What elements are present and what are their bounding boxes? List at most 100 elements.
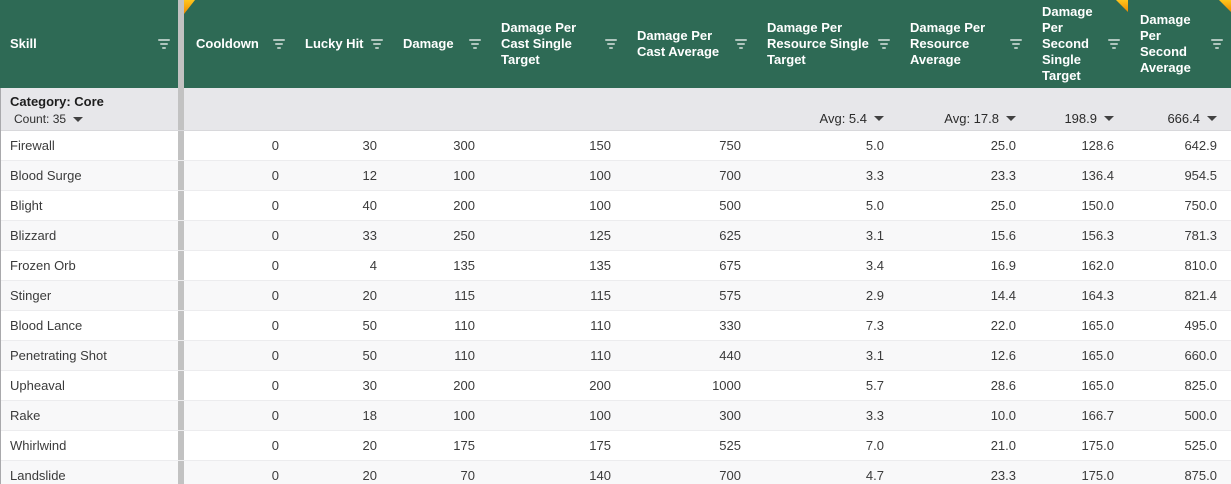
cell-lucky_hit[interactable]: 40 bbox=[362, 198, 377, 213]
cell-lucky_hit[interactable]: 20 bbox=[362, 438, 377, 453]
cell-dpr_avg[interactable]: 16.9 bbox=[990, 258, 1016, 273]
cell-dpc_single[interactable]: 200 bbox=[589, 378, 611, 393]
group-aggregate-dpr_avg[interactable]: Avg: 17.8 bbox=[898, 88, 1030, 130]
cell-dps_avg[interactable]: 500.0 bbox=[1184, 408, 1217, 423]
cell-dpr_avg[interactable]: 21.0 bbox=[990, 438, 1016, 453]
cell-dpc_single[interactable]: 125 bbox=[589, 228, 611, 243]
cell-dps_avg[interactable]: 825.0 bbox=[1184, 378, 1217, 393]
cell-cooldown[interactable]: 0 bbox=[271, 468, 279, 483]
cell-dps_avg[interactable]: 875.0 bbox=[1184, 468, 1217, 483]
column-header-lucky_hit[interactable]: Lucky Hit bbox=[293, 0, 391, 88]
pinned-column-separator[interactable] bbox=[178, 311, 184, 340]
column-header-skill[interactable]: Skill bbox=[0, 0, 178, 88]
cell-dps_single[interactable]: 128.6 bbox=[1081, 138, 1114, 153]
cell-dpr_single[interactable]: 5.7 bbox=[865, 378, 884, 393]
filter-icon[interactable] bbox=[1108, 39, 1120, 49]
cell-dpr_avg[interactable]: 14.4 bbox=[990, 288, 1016, 303]
cell-skill[interactable]: Blood Surge bbox=[10, 168, 82, 183]
cell-dpc_single[interactable]: 150 bbox=[589, 138, 611, 153]
cell-damage[interactable]: 250 bbox=[453, 228, 475, 243]
cell-dpc_single[interactable]: 115 bbox=[590, 288, 611, 303]
filter-icon[interactable] bbox=[158, 39, 170, 49]
cell-dpr_single[interactable]: 3.1 bbox=[865, 228, 884, 243]
cell-dpc_avg[interactable]: 575 bbox=[719, 288, 741, 303]
cell-dps_avg[interactable]: 810.0 bbox=[1184, 258, 1217, 273]
cell-lucky_hit[interactable]: 4 bbox=[369, 258, 377, 273]
cell-lucky_hit[interactable]: 20 bbox=[362, 468, 377, 483]
cell-dps_single[interactable]: 165.0 bbox=[1081, 348, 1114, 363]
cell-dpc_single[interactable]: 140 bbox=[589, 468, 611, 483]
cell-lucky_hit[interactable]: 33 bbox=[362, 228, 377, 243]
filter-icon[interactable] bbox=[1211, 39, 1223, 49]
group-cell-category[interactable]: Category: Core Count: 35 bbox=[0, 88, 178, 130]
cell-cooldown[interactable]: 0 bbox=[271, 258, 279, 273]
cell-dps_single[interactable]: 150.0 bbox=[1081, 198, 1114, 213]
cell-lucky_hit[interactable]: 50 bbox=[362, 318, 377, 333]
cell-dps_avg[interactable]: 660.0 bbox=[1184, 348, 1217, 363]
cell-damage[interactable]: 115 bbox=[454, 288, 475, 303]
cell-dpr_avg[interactable]: 15.6 bbox=[990, 228, 1016, 243]
pinned-column-separator[interactable] bbox=[178, 371, 184, 400]
cell-dpr_single[interactable]: 2.9 bbox=[865, 288, 884, 303]
pinned-column-separator[interactable] bbox=[178, 251, 184, 280]
filter-icon[interactable] bbox=[735, 39, 747, 49]
column-header-dpr_single[interactable]: Damage Per Resource Single Target bbox=[755, 0, 898, 88]
cell-dps_single[interactable]: 165.0 bbox=[1081, 318, 1114, 333]
cell-lucky_hit[interactable]: 12 bbox=[362, 168, 377, 183]
cell-damage[interactable]: 110 bbox=[454, 318, 475, 333]
pinned-column-separator[interactable] bbox=[178, 281, 184, 310]
cell-damage[interactable]: 100 bbox=[453, 408, 475, 423]
cell-dps_avg[interactable]: 821.4 bbox=[1184, 288, 1217, 303]
cell-dps_avg[interactable]: 954.5 bbox=[1184, 168, 1217, 183]
pinned-column-separator[interactable] bbox=[178, 161, 184, 190]
cell-cooldown[interactable]: 0 bbox=[271, 348, 279, 363]
cell-cooldown[interactable]: 0 bbox=[271, 408, 279, 423]
filter-icon[interactable] bbox=[605, 39, 617, 49]
cell-dpc_single[interactable]: 100 bbox=[589, 408, 611, 423]
filter-icon[interactable] bbox=[1010, 39, 1022, 49]
cell-skill[interactable]: Rake bbox=[10, 408, 41, 423]
group-aggregate-dps_single[interactable]: 198.9 bbox=[1030, 88, 1128, 130]
cell-dpr_avg[interactable]: 22.0 bbox=[990, 318, 1016, 333]
cell-skill[interactable]: Stinger bbox=[10, 288, 52, 303]
pinned-column-separator[interactable] bbox=[178, 191, 184, 220]
cell-skill[interactable]: Frozen Orb bbox=[10, 258, 76, 273]
cell-damage[interactable]: 200 bbox=[453, 378, 475, 393]
cell-dpc_single[interactable]: 175 bbox=[589, 438, 611, 453]
cell-damage[interactable]: 135 bbox=[453, 258, 475, 273]
cell-lucky_hit[interactable]: 50 bbox=[362, 348, 377, 363]
cell-dpc_avg[interactable]: 750 bbox=[719, 138, 741, 153]
cell-dpr_avg[interactable]: 10.0 bbox=[990, 408, 1016, 423]
cell-skill[interactable]: Whirlwind bbox=[10, 438, 67, 453]
cell-damage[interactable]: 70 bbox=[460, 468, 475, 483]
pinned-column-separator[interactable] bbox=[178, 221, 184, 250]
filter-icon[interactable] bbox=[469, 39, 481, 49]
cell-dpc_avg[interactable]: 525 bbox=[719, 438, 741, 453]
filter-icon[interactable] bbox=[878, 39, 890, 49]
pinned-column-separator[interactable] bbox=[178, 461, 184, 484]
cell-cooldown[interactable]: 0 bbox=[271, 378, 279, 393]
group-count-dropdown[interactable]: Count: 35 bbox=[14, 112, 84, 126]
cell-dpr_avg[interactable]: 28.6 bbox=[990, 378, 1016, 393]
pinned-column-separator[interactable] bbox=[178, 431, 184, 460]
pinned-column-separator[interactable] bbox=[178, 341, 184, 370]
cell-dpr_avg[interactable]: 25.0 bbox=[990, 138, 1016, 153]
column-header-dpr_avg[interactable]: Damage Per Resource Average bbox=[898, 0, 1030, 88]
cell-cooldown[interactable]: 0 bbox=[271, 198, 279, 213]
group-aggregate-dpr_single[interactable]: Avg: 5.4 bbox=[755, 88, 898, 130]
cell-dps_single[interactable]: 166.7 bbox=[1081, 408, 1114, 423]
cell-damage[interactable]: 175 bbox=[453, 438, 475, 453]
cell-lucky_hit[interactable]: 30 bbox=[362, 138, 377, 153]
cell-cooldown[interactable]: 0 bbox=[271, 168, 279, 183]
cell-lucky_hit[interactable]: 20 bbox=[362, 288, 377, 303]
cell-dpc_avg[interactable]: 700 bbox=[719, 468, 741, 483]
column-header-dpc_single[interactable]: Damage Per Cast Single Target bbox=[489, 0, 625, 88]
filter-icon[interactable] bbox=[371, 39, 383, 49]
cell-dps_avg[interactable]: 642.9 bbox=[1184, 138, 1217, 153]
column-header-dpc_avg[interactable]: Damage Per Cast Average bbox=[625, 0, 755, 88]
cell-dpr_single[interactable]: 3.4 bbox=[865, 258, 884, 273]
cell-dps_single[interactable]: 162.0 bbox=[1081, 258, 1114, 273]
cell-dpc_avg[interactable]: 330 bbox=[719, 318, 741, 333]
cell-dpc_avg[interactable]: 675 bbox=[719, 258, 741, 273]
cell-dpr_single[interactable]: 5.0 bbox=[865, 138, 884, 153]
